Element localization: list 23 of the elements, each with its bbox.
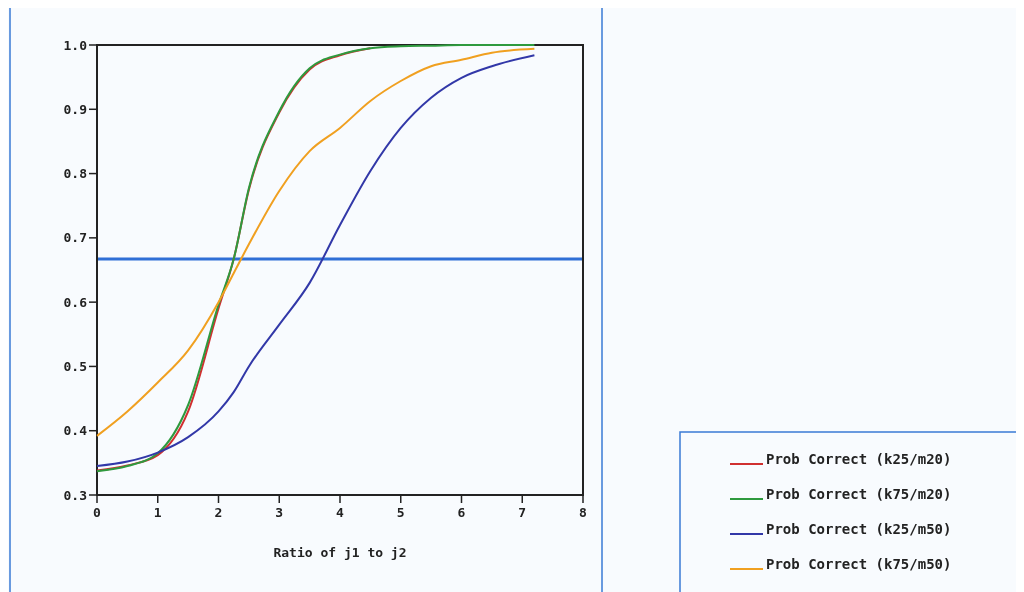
x-tick-label: 3 [275, 505, 284, 520]
line-series [96, 47, 372, 472]
x-tick-label: 7 [518, 505, 527, 520]
y-tick-label: 1.0 [63, 37, 88, 53]
y-tick-label: 0.7 [63, 230, 87, 246]
y-tick-label: 0.4 [63, 423, 88, 439]
y-tick-label: 0.9 [63, 101, 87, 117]
legend-label: Prob Correct (k25/m20) [766, 451, 952, 467]
x-tick-label: 0 [93, 505, 102, 520]
x-tick-label: 6 [457, 505, 466, 520]
x-tick-label: 5 [396, 505, 405, 520]
x-tick-label: 1 [153, 505, 162, 520]
y-tick-label: 0.3 [63, 487, 87, 503]
legend-label: Prob Correct (k75/m20) [766, 486, 952, 502]
x-tick-label: 4 [336, 505, 345, 520]
x-axis-title: Ratio of j1 to j2 [273, 545, 407, 560]
y-tick-label: 0.5 [63, 358, 87, 374]
legend-label: Prob Correct (k75/m50) [766, 556, 952, 572]
y-tick-label: 0.8 [63, 166, 88, 182]
x-tick-label: 2 [214, 505, 223, 520]
y-tick-label: 0.6 [63, 294, 88, 310]
x-tick-label: 8 [579, 505, 588, 520]
legend-label: Prob Correct (k25/m50) [766, 521, 952, 537]
